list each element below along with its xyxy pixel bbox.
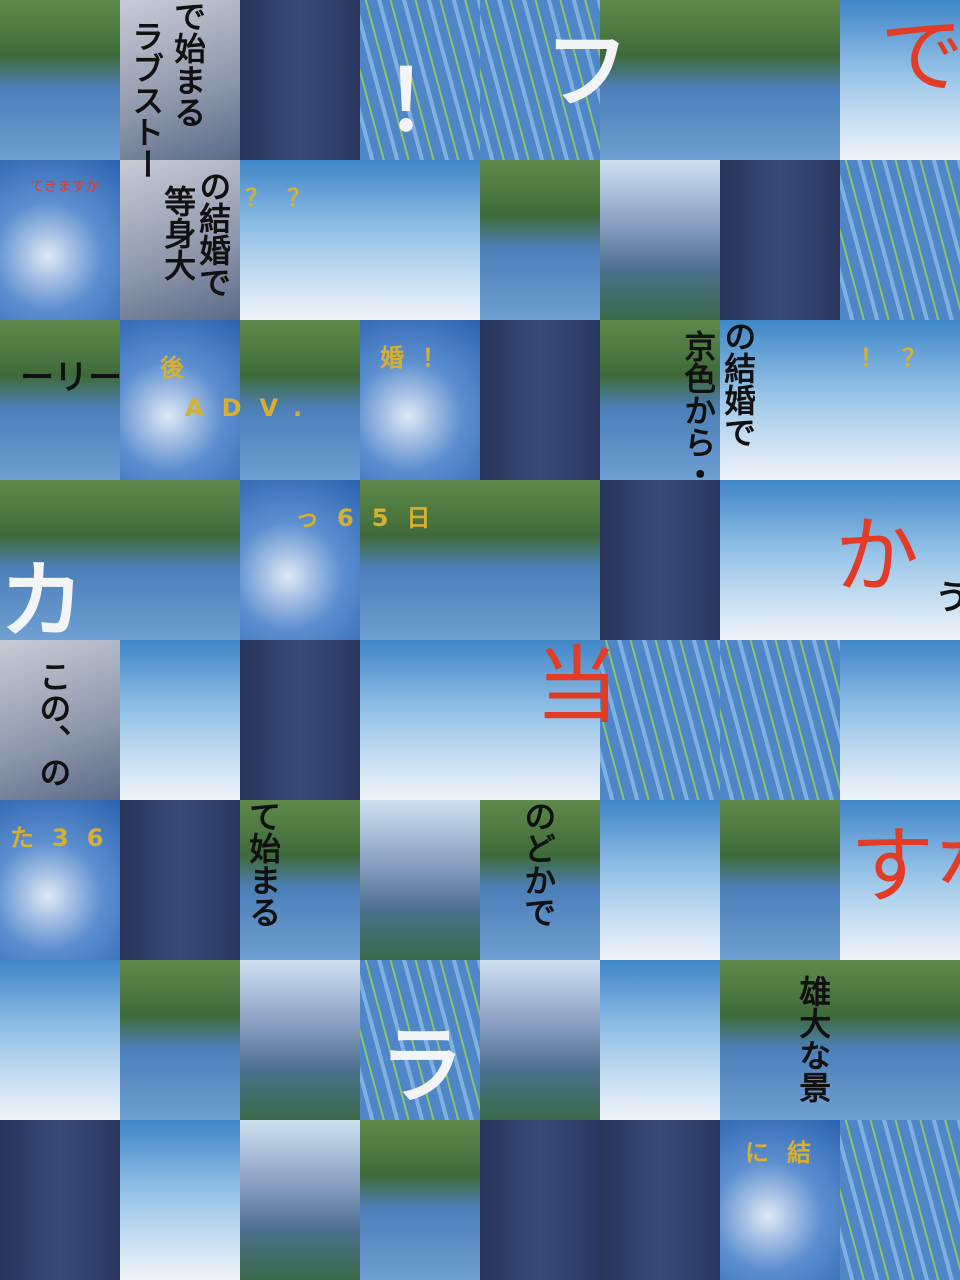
puzzle-piece[interactable] — [720, 480, 840, 640]
puzzle-piece[interactable] — [240, 160, 360, 320]
piece-text: 等身大 — [160, 185, 196, 281]
puzzle-piece[interactable] — [0, 800, 120, 960]
puzzle-piece[interactable] — [600, 320, 720, 480]
piece-text: っ65日 — [295, 505, 449, 532]
puzzle-piece[interactable] — [840, 0, 960, 160]
puzzle-piece[interactable] — [720, 160, 840, 320]
piece-text: う — [935, 580, 960, 618]
puzzle-piece[interactable] — [600, 160, 720, 320]
puzzle-piece[interactable] — [360, 960, 480, 1120]
puzzle-piece[interactable] — [720, 1120, 840, 1280]
piece-text: カ — [0, 555, 85, 648]
piece-text: で始まる — [170, 0, 206, 128]
piece-text: か — [835, 510, 920, 603]
puzzle-piece[interactable] — [120, 640, 240, 800]
puzzle-piece[interactable] — [840, 960, 960, 1120]
piece-text: で — [880, 10, 960, 103]
puzzle-piece[interactable] — [0, 1120, 120, 1280]
puzzle-piece[interactable] — [600, 480, 720, 640]
puzzle-piece[interactable] — [720, 320, 840, 480]
piece-text: ？？ — [245, 185, 329, 212]
puzzle-piece[interactable] — [360, 0, 480, 160]
puzzle-piece[interactable] — [360, 1120, 480, 1280]
piece-text: のどかで — [520, 800, 556, 928]
puzzle-piece[interactable] — [840, 480, 960, 640]
piece-text: 婚！ — [380, 345, 464, 372]
puzzle-piece[interactable] — [600, 640, 720, 800]
puzzle-piece[interactable] — [480, 480, 600, 640]
puzzle-piece[interactable] — [480, 960, 600, 1120]
puzzle-piece[interactable] — [360, 320, 480, 480]
puzzle-piece[interactable] — [240, 0, 360, 160]
piece-text: て始まる — [245, 800, 281, 928]
puzzle-piece[interactable] — [240, 640, 360, 800]
puzzle-piece[interactable] — [0, 0, 120, 160]
piece-text: た36 — [10, 825, 122, 852]
puzzle-piece[interactable] — [0, 480, 120, 640]
piece-text: ！？ — [860, 345, 944, 372]
puzzle-piece[interactable] — [840, 1120, 960, 1280]
piece-text: ADV. — [185, 395, 321, 422]
puzzle-piece[interactable] — [0, 160, 120, 320]
piece-text: 京色から・ — [680, 330, 716, 490]
puzzle-piece[interactable] — [600, 1120, 720, 1280]
puzzle-piece[interactable] — [0, 960, 120, 1120]
puzzle-piece[interactable] — [120, 960, 240, 1120]
piece-text: ラブストー — [128, 20, 164, 180]
piece-text: 後 — [160, 355, 202, 382]
puzzle-piece[interactable] — [840, 800, 960, 960]
puzzle-piece[interactable] — [0, 640, 120, 800]
piece-text: ラ — [380, 1020, 465, 1113]
puzzle-piece[interactable] — [720, 0, 840, 160]
piece-text: ！ — [385, 55, 470, 148]
puzzle-piece[interactable] — [600, 960, 720, 1120]
puzzle-piece[interactable] — [480, 1120, 600, 1280]
puzzle-piece[interactable] — [0, 320, 120, 480]
puzzle-piece[interactable] — [120, 480, 240, 640]
piece-text: 当 — [535, 640, 620, 733]
puzzle-piece[interactable] — [240, 800, 360, 960]
puzzle-piece[interactable] — [240, 960, 360, 1120]
puzzle-piece[interactable] — [120, 1120, 240, 1280]
puzzle-piece[interactable] — [240, 480, 360, 640]
piece-text: の結婚で — [720, 320, 756, 448]
piece-text: てきますか — [30, 180, 100, 195]
puzzle-piece[interactable] — [120, 800, 240, 960]
puzzle-piece[interactable] — [720, 960, 840, 1120]
piece-text: ーリー — [20, 360, 122, 398]
puzzle-piece[interactable] — [840, 160, 960, 320]
puzzle-piece[interactable] — [120, 160, 240, 320]
puzzle-piece[interactable] — [240, 320, 360, 480]
piece-text: すな — [850, 820, 960, 913]
puzzle-piece[interactable] — [720, 640, 840, 800]
puzzle-piece[interactable] — [600, 0, 720, 160]
piece-text: この、の — [35, 660, 71, 788]
puzzle-piece[interactable] — [360, 800, 480, 960]
piece-text: 雄大な景 — [795, 975, 831, 1103]
puzzle-piece[interactable] — [480, 640, 600, 800]
piece-text: フ — [545, 25, 630, 118]
puzzle-piece[interactable] — [480, 320, 600, 480]
puzzle-piece[interactable] — [360, 640, 480, 800]
puzzle-piece[interactable] — [120, 320, 240, 480]
puzzle-piece[interactable] — [480, 0, 600, 160]
puzzle-piece[interactable] — [480, 160, 600, 320]
puzzle-piece[interactable] — [480, 800, 600, 960]
puzzle-piece[interactable] — [840, 640, 960, 800]
puzzle-piece[interactable] — [840, 320, 960, 480]
piece-text: に結 — [745, 1140, 829, 1167]
puzzle-piece[interactable] — [360, 480, 480, 640]
puzzle-piece[interactable] — [600, 800, 720, 960]
puzzle-piece[interactable] — [720, 800, 840, 960]
puzzle-piece[interactable] — [120, 0, 240, 160]
piece-text: の結婚で — [195, 170, 231, 298]
puzzle-piece[interactable] — [360, 160, 480, 320]
puzzle-piece[interactable] — [240, 1120, 360, 1280]
